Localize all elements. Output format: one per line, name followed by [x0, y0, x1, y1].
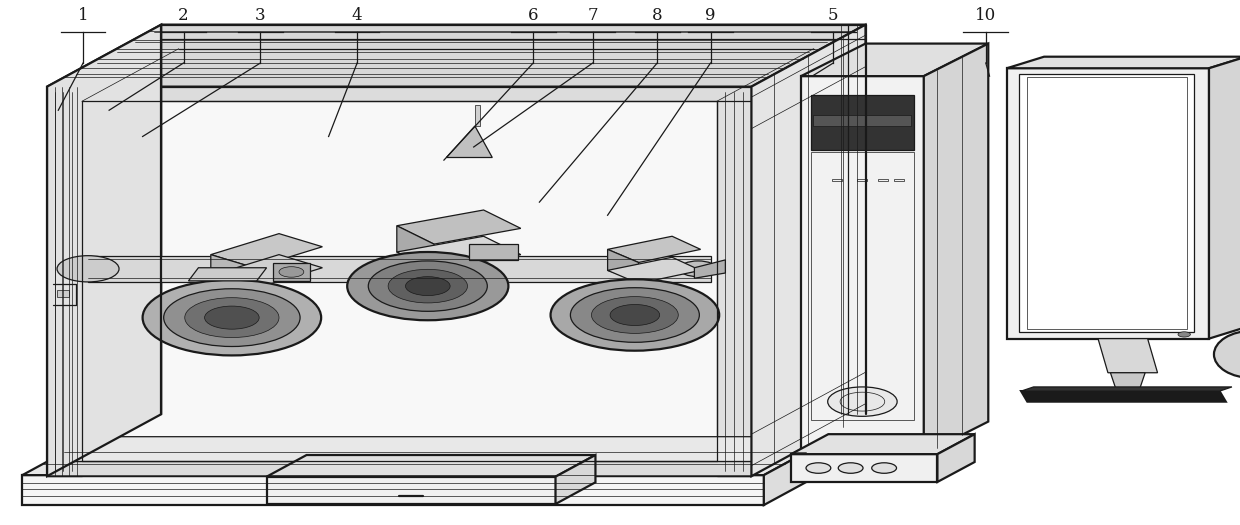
Polygon shape — [47, 87, 751, 101]
Polygon shape — [397, 226, 434, 268]
Polygon shape — [211, 234, 322, 268]
Polygon shape — [764, 441, 827, 505]
Polygon shape — [47, 87, 82, 476]
Polygon shape — [475, 105, 480, 126]
Circle shape — [1178, 332, 1190, 337]
Polygon shape — [47, 461, 751, 476]
Text: 8: 8 — [652, 7, 662, 24]
Polygon shape — [47, 437, 797, 461]
Bar — [1027, 77, 1187, 329]
Bar — [811, 152, 914, 420]
Bar — [813, 116, 911, 126]
Circle shape — [143, 280, 321, 355]
Circle shape — [570, 288, 699, 342]
Text: 10: 10 — [975, 7, 997, 24]
Text: 7: 7 — [588, 7, 598, 24]
Polygon shape — [1022, 391, 1225, 402]
Circle shape — [185, 298, 279, 338]
Polygon shape — [694, 260, 725, 278]
Text: 1: 1 — [78, 7, 88, 24]
Circle shape — [872, 463, 897, 474]
Circle shape — [827, 387, 898, 416]
Circle shape — [551, 279, 719, 351]
Bar — [1019, 74, 1194, 332]
Polygon shape — [469, 244, 518, 260]
Circle shape — [591, 297, 678, 333]
Polygon shape — [791, 454, 937, 482]
Polygon shape — [211, 255, 254, 289]
Bar — [832, 178, 842, 181]
Circle shape — [164, 289, 300, 346]
Polygon shape — [1007, 57, 1240, 68]
Circle shape — [405, 277, 450, 296]
Text: 6: 6 — [528, 7, 538, 24]
Bar — [857, 178, 867, 181]
Bar — [811, 94, 914, 150]
Polygon shape — [47, 25, 866, 87]
Circle shape — [279, 267, 304, 277]
Bar — [57, 290, 69, 297]
Polygon shape — [608, 257, 701, 284]
Polygon shape — [1022, 387, 1231, 391]
Text: 2: 2 — [179, 7, 188, 24]
Text: 3: 3 — [255, 7, 265, 24]
Polygon shape — [751, 25, 866, 476]
Circle shape — [57, 256, 119, 282]
Text: 5: 5 — [828, 7, 838, 24]
Polygon shape — [397, 210, 521, 244]
Polygon shape — [188, 268, 267, 281]
Polygon shape — [267, 477, 556, 504]
Polygon shape — [608, 236, 701, 262]
Polygon shape — [22, 475, 764, 505]
Polygon shape — [47, 25, 161, 476]
Ellipse shape — [1214, 331, 1240, 378]
Polygon shape — [1209, 57, 1240, 339]
Circle shape — [347, 252, 508, 320]
Polygon shape — [608, 249, 639, 281]
Polygon shape — [937, 434, 975, 482]
Polygon shape — [801, 44, 988, 76]
Polygon shape — [556, 455, 595, 504]
Text: 4: 4 — [352, 7, 362, 24]
Polygon shape — [791, 434, 975, 454]
Circle shape — [388, 269, 467, 303]
Polygon shape — [801, 76, 924, 454]
Polygon shape — [88, 256, 711, 282]
Circle shape — [205, 306, 259, 329]
Polygon shape — [267, 455, 595, 477]
Text: 9: 9 — [706, 7, 715, 24]
Polygon shape — [273, 262, 310, 281]
Polygon shape — [924, 44, 988, 454]
Polygon shape — [397, 236, 521, 270]
Polygon shape — [22, 441, 827, 475]
Circle shape — [806, 463, 831, 474]
Polygon shape — [1007, 68, 1209, 339]
Circle shape — [368, 261, 487, 311]
Bar — [878, 178, 888, 181]
Circle shape — [610, 304, 660, 326]
Polygon shape — [717, 87, 751, 476]
Polygon shape — [47, 87, 751, 476]
Polygon shape — [1099, 339, 1158, 373]
Polygon shape — [1110, 373, 1145, 391]
Circle shape — [838, 463, 863, 474]
Polygon shape — [211, 255, 322, 289]
Polygon shape — [446, 126, 492, 158]
Bar — [894, 178, 904, 181]
Circle shape — [680, 261, 717, 277]
